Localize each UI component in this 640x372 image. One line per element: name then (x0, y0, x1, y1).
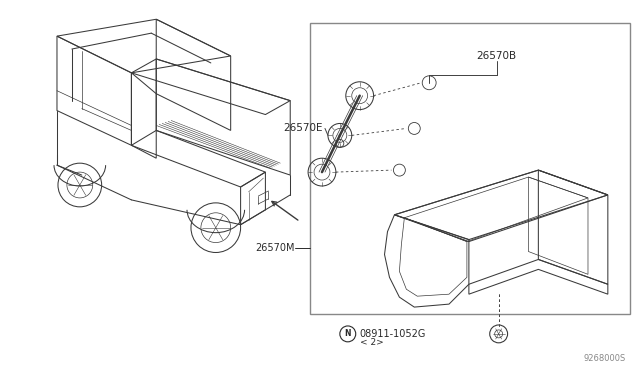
Text: 26570M: 26570M (255, 243, 295, 253)
Text: 26570E: 26570E (284, 124, 323, 134)
Text: < 2>: < 2> (360, 338, 383, 347)
Text: 26570B: 26570B (477, 51, 516, 61)
Text: 08911-1052G: 08911-1052G (360, 329, 426, 339)
Text: N: N (344, 329, 351, 339)
Text: 9268000S: 9268000S (584, 354, 626, 363)
Bar (310, 23, 630, 314)
